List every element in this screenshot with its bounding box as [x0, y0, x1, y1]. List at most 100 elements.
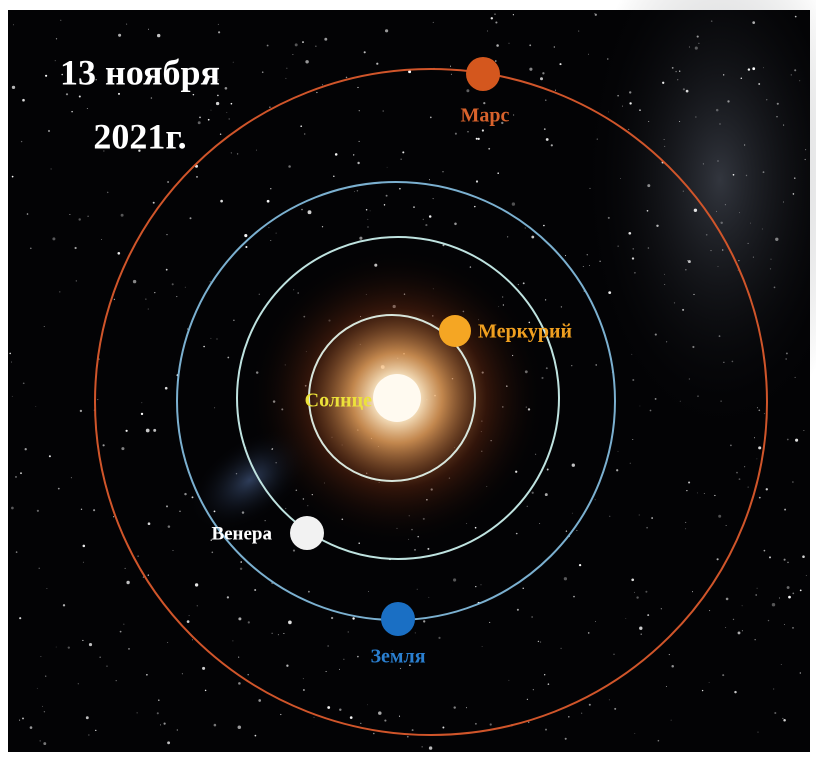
- star: [664, 284, 665, 285]
- star: [308, 591, 310, 593]
- star: [233, 320, 234, 321]
- star: [76, 280, 77, 281]
- star: [588, 632, 590, 634]
- star: [727, 100, 729, 102]
- star: [617, 95, 619, 97]
- star: [664, 274, 665, 275]
- star: [716, 211, 717, 212]
- star: [548, 683, 550, 685]
- star: [636, 596, 638, 598]
- star: [650, 410, 652, 412]
- star: [495, 60, 497, 62]
- star: [27, 213, 29, 215]
- star: [37, 688, 38, 689]
- star: [187, 328, 188, 329]
- star: [632, 379, 634, 381]
- star: [276, 233, 277, 234]
- star: [764, 550, 766, 552]
- star: [744, 144, 745, 145]
- star: [695, 47, 698, 50]
- star: [226, 112, 227, 113]
- star: [402, 151, 404, 153]
- star: [66, 93, 68, 95]
- star: [255, 735, 257, 737]
- star: [376, 63, 378, 65]
- star: [771, 259, 772, 260]
- star: [113, 516, 114, 517]
- star: [168, 525, 171, 528]
- star: [231, 152, 232, 153]
- star: [331, 617, 333, 619]
- star: [214, 511, 216, 513]
- star: [267, 200, 270, 203]
- star: [720, 400, 721, 401]
- star: [651, 517, 653, 519]
- star: [214, 724, 217, 727]
- star: [588, 54, 589, 55]
- star: [750, 223, 751, 224]
- star: [532, 492, 534, 494]
- star: [270, 188, 271, 189]
- star: [192, 640, 193, 641]
- star: [384, 720, 386, 722]
- star: [177, 729, 178, 730]
- star: [120, 631, 122, 633]
- star: [367, 226, 368, 227]
- star: [22, 717, 24, 719]
- star: [164, 723, 166, 725]
- star: [517, 609, 519, 611]
- star: [527, 699, 528, 700]
- star: [370, 211, 371, 212]
- star: [671, 720, 672, 721]
- star: [133, 280, 136, 283]
- star: [631, 578, 634, 581]
- star: [802, 555, 805, 558]
- star: [58, 488, 60, 490]
- star: [367, 704, 368, 705]
- star: [176, 296, 177, 297]
- star: [192, 496, 194, 498]
- star: [364, 51, 366, 53]
- star: [787, 439, 789, 441]
- star: [489, 622, 490, 623]
- star: [776, 116, 777, 117]
- star: [720, 222, 722, 224]
- star: [702, 690, 703, 691]
- star: [35, 406, 36, 407]
- star: [429, 746, 432, 749]
- star: [786, 358, 787, 359]
- star: [661, 608, 662, 609]
- star: [15, 476, 17, 478]
- star: [618, 451, 619, 452]
- star: [587, 254, 588, 255]
- title-line: 13 ноября: [60, 52, 220, 92]
- star: [480, 584, 481, 585]
- star: [400, 668, 401, 669]
- star: [172, 283, 174, 285]
- star: [689, 378, 690, 379]
- star: [748, 68, 750, 70]
- star: [293, 550, 295, 552]
- star: [763, 171, 765, 173]
- star: [478, 138, 480, 140]
- star: [792, 481, 794, 483]
- star: [269, 107, 270, 108]
- star: [196, 176, 198, 178]
- star: [716, 109, 719, 112]
- star: [525, 228, 526, 229]
- star: [335, 153, 338, 156]
- star: [779, 597, 780, 598]
- star: [303, 678, 304, 679]
- star: [538, 641, 539, 642]
- star: [272, 633, 273, 634]
- star: [97, 399, 98, 400]
- star: [703, 163, 704, 164]
- star: [160, 724, 161, 725]
- star: [647, 210, 649, 212]
- star: [12, 396, 13, 397]
- star: [43, 742, 46, 745]
- star: [354, 191, 355, 192]
- planet-label: Земля: [370, 646, 425, 668]
- star: [240, 568, 242, 570]
- star: [357, 87, 358, 88]
